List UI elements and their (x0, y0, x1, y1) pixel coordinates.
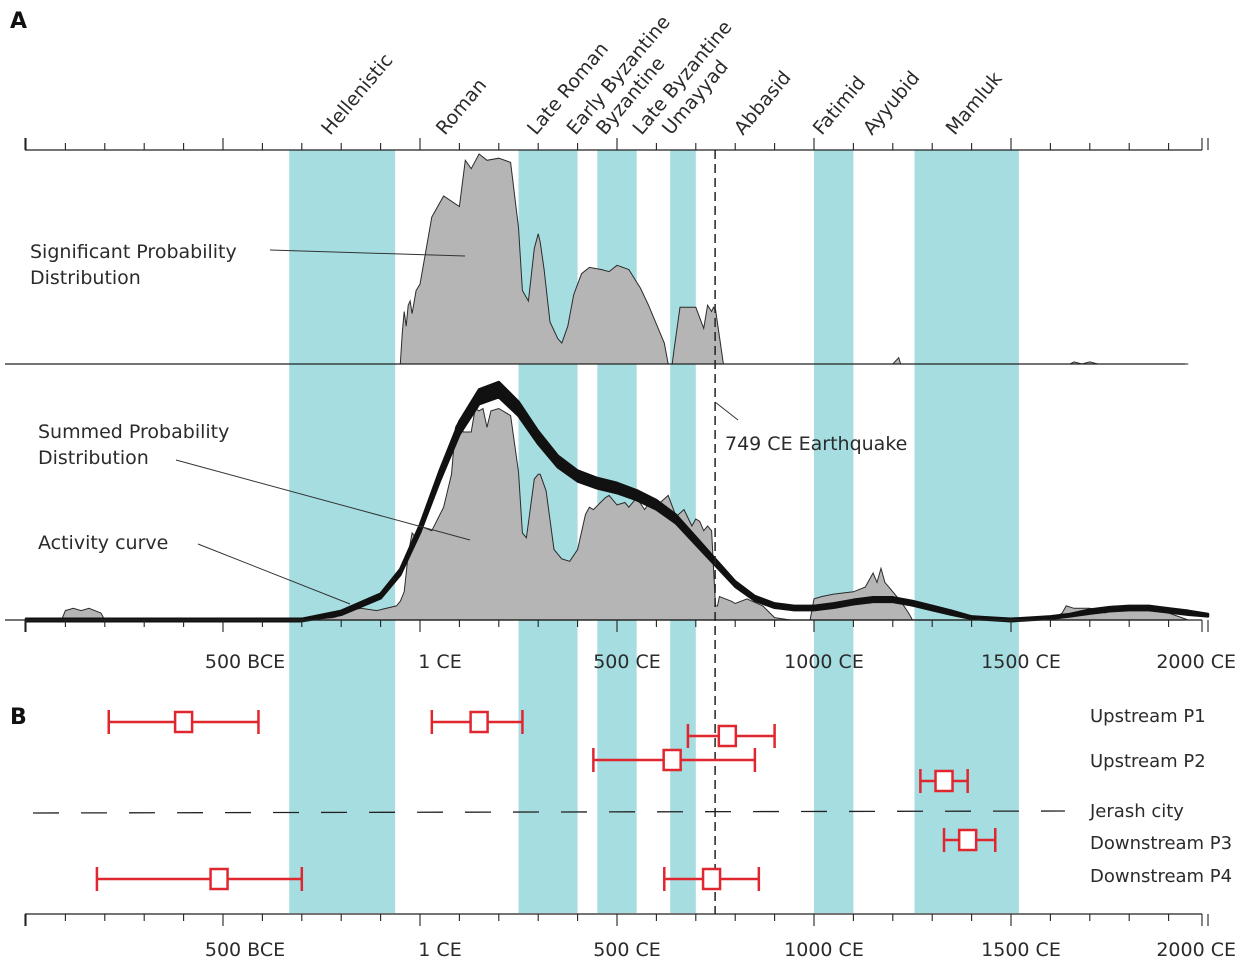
time-axis-a: 500 BCE 1 CE 500 CE 1000 CE 1500 CE 2000 CE (24, 619, 1236, 673)
row-label-upstream-p2: Upstream P2 (1090, 751, 1206, 772)
tick-label: 500 BCE (205, 651, 285, 673)
error-bar-upstream-p1 (107, 710, 260, 734)
error-bar-median-marker (469, 710, 489, 734)
panel-label-a: A (10, 9, 27, 34)
period-band-hellenistic (289, 150, 396, 913)
tick-label: 2000 CE (1156, 939, 1236, 961)
summed-probability-label-line1: Summed Probability (38, 421, 229, 443)
error-bar-upstream-p1 (686, 724, 776, 748)
period-bands (289, 150, 1019, 913)
activity-curve-band (24, 380, 1210, 623)
tick-label: 2000 CE (1156, 651, 1236, 673)
summed-probability-label: Summed Probability Distribution (38, 421, 229, 469)
significant-probability-area (26, 153, 1189, 365)
error-bar-upstream-p2-late (919, 769, 969, 793)
error-bar-median-marker (662, 748, 682, 772)
row-label-downstream-p3: Downstream P3 (1090, 833, 1232, 854)
tick-label: 1 CE (418, 651, 461, 673)
time-axis-b: 500 BCE 1 CE 500 CE 1000 CE 1500 CE 2000 CE (24, 913, 1236, 961)
error-bar-median-marker (209, 867, 229, 891)
significant-probability-distribution (5, 153, 1189, 365)
error-bars (95, 710, 997, 891)
error-bar-downstream-p4 (95, 867, 304, 891)
error-bar-downstream-p4 (663, 867, 761, 891)
summed-probability-label-line2: Distribution (38, 447, 149, 469)
profile-rows: Upstream P1 Upstream P2 Jerash city Downstr… (32, 706, 1232, 887)
tick-label: 500 CE (593, 939, 661, 961)
error-bar-downstream-p3 (942, 828, 997, 852)
panel-label-b: B (10, 705, 27, 730)
error-bar-median-marker (957, 828, 978, 852)
period-band-mamluk (914, 150, 1019, 913)
activity-curve (24, 380, 1210, 623)
tick-label: 1000 CE (784, 939, 864, 961)
error-bar-median-marker (934, 769, 954, 793)
period-label-ayyubid: Ayyubid (859, 67, 924, 139)
tick-label: 1500 CE (981, 939, 1061, 961)
tick-label: 1500 CE (981, 651, 1061, 673)
significant-probability-label: Significant Probability Distribution (30, 241, 237, 289)
significant-probability-label-line2: Distribution (30, 267, 141, 289)
period-label-fatimid: Fatimid (809, 72, 870, 139)
tick-label: 1000 CE (784, 651, 864, 673)
period-label-hellenistic: Hellenistic (317, 50, 397, 140)
error-bar-median-marker (701, 867, 722, 891)
tick-label: 500 BCE (205, 939, 285, 961)
earthquake-label: 749 CE Earthquake (725, 433, 907, 455)
row-label-downstream-p4: Downstream P4 (1090, 866, 1232, 887)
error-bar-median-marker (173, 710, 194, 734)
period-label-abbasid: Abbasid (730, 67, 796, 139)
error-bar-upstream-p1 (430, 710, 524, 734)
significant-probability-label-line1: Significant Probability (30, 241, 237, 263)
tick-label: 500 CE (593, 651, 661, 673)
period-axis (24, 138, 1209, 151)
row-label-jerash-city: Jerash city (1089, 801, 1184, 822)
period-band-fatimid (814, 150, 854, 913)
tick-label: 1 CE (418, 939, 461, 961)
error-bar-upstream-p2 (592, 748, 757, 772)
error-bar-median-marker (717, 724, 738, 748)
row-label-upstream-p1: Upstream P1 (1090, 706, 1206, 727)
period-label-roman: Roman (432, 74, 491, 139)
period-label-mamluk: Mamluk (942, 68, 1007, 139)
activity-curve-label: Activity curve (38, 532, 168, 554)
annotations (175, 249, 739, 605)
